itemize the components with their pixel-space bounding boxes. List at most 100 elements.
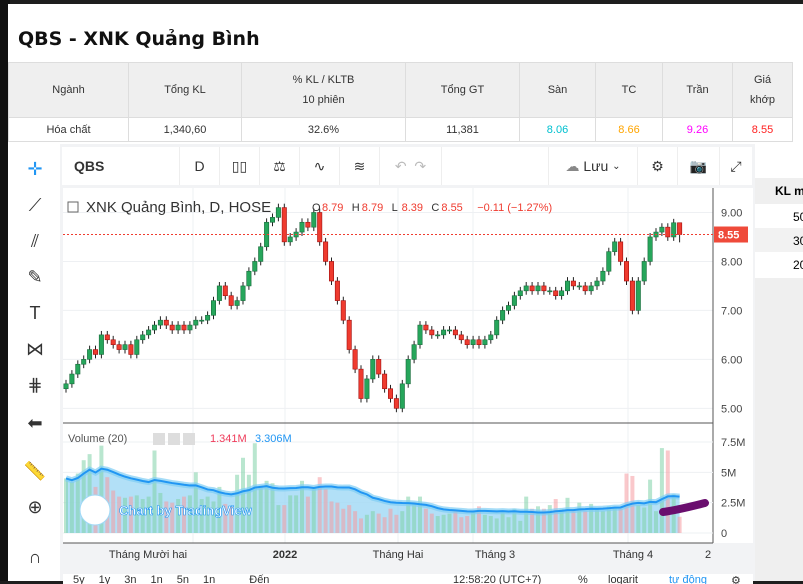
magnet-icon[interactable]: ∩: [28, 546, 42, 567]
templates-icon[interactable]: ≋: [340, 147, 380, 185]
header-tc: TC: [595, 62, 663, 118]
volume-bar: [589, 503, 594, 533]
volume-bar: [217, 486, 222, 533]
volume-bar: [111, 490, 116, 533]
undo-icon[interactable]: ↶: [394, 157, 407, 174]
brush-icon[interactable]: ✎: [27, 266, 43, 287]
candle: [228, 295, 234, 306]
percent-toggle[interactable]: %: [578, 574, 588, 584]
volume-legend-title: Volume (20): [68, 433, 127, 445]
candle: [187, 324, 193, 331]
volume-bar: [565, 497, 570, 533]
candle: [600, 270, 606, 282]
camera-icon[interactable]: 📷: [678, 147, 720, 185]
goto-button[interactable]: Đến: [249, 574, 270, 584]
ohlc-value: 8.79: [322, 202, 343, 214]
range-1d[interactable]: 1n: [203, 574, 216, 584]
trend-line-icon[interactable]: ⟋: [28, 194, 42, 215]
candle: [606, 251, 612, 272]
compare-icon[interactable]: ⚖: [260, 147, 300, 185]
candle: [494, 319, 500, 336]
chart-svg[interactable]: 9.00 8.00 7.00 6.00 5.00 7.5M 5M 2.5M 0 8.55 Tháng…: [63, 188, 753, 578]
cell-tong-kl: 1,340,60: [128, 117, 242, 142]
auto-toggle[interactable]: tự động: [669, 574, 707, 584]
volume-bar: [370, 511, 375, 533]
tradingview-logo: [79, 494, 111, 526]
candle: [122, 344, 128, 350]
candle: [75, 363, 81, 375]
settings-gear-icon[interactable]: ⚙: [731, 575, 741, 584]
prediction-icon[interactable]: ⋕: [27, 374, 43, 395]
candle: [505, 305, 511, 311]
header-pct-kl: % KL / KLTB 10 phiên: [241, 62, 406, 118]
candle: [541, 285, 547, 292]
kl-value-2: 30: [793, 234, 803, 248]
background-app-strip: [0, 0, 10, 581]
candle: [199, 319, 205, 322]
gear-icon[interactable]: ⚙: [638, 147, 678, 185]
volume-bar: [193, 472, 198, 533]
volume-bar: [229, 506, 234, 533]
volume-bar: [264, 480, 269, 533]
pattern-icon[interactable]: ⋈: [26, 338, 44, 359]
range-5n[interactable]: 5n: [176, 574, 189, 584]
indicators-icon[interactable]: ∿: [300, 147, 340, 185]
volume-bar: [288, 495, 293, 533]
ruler-icon[interactable]: 📏: [23, 460, 47, 481]
candle: [311, 212, 317, 228]
range-1y[interactable]: 1y: [98, 574, 111, 584]
back-arrow-icon[interactable]: ⬅: [27, 412, 43, 433]
volume-bar: [99, 445, 104, 533]
gear-icon: [168, 433, 180, 445]
range-3n[interactable]: 3n: [124, 574, 137, 584]
volume-bar: [170, 502, 175, 533]
volume-bar: [524, 496, 529, 533]
volume-bar: [659, 448, 664, 533]
header-tong-gt: Tổng GT: [405, 62, 520, 118]
volume-bar: [394, 514, 399, 533]
range-1n[interactable]: 1n: [150, 574, 163, 584]
zoom-in-icon[interactable]: ⊕: [27, 496, 43, 517]
price-tick-label: 8.00: [721, 256, 742, 268]
volume-bar: [559, 508, 564, 533]
header-nganh: Ngành: [8, 62, 129, 118]
fullscreen-icon[interactable]: ⤢: [730, 157, 742, 174]
volume-bar: [246, 474, 251, 533]
candle: [393, 398, 399, 409]
volume-bar: [376, 513, 381, 533]
volume-bar: [241, 457, 245, 533]
volume-bar: [441, 514, 446, 533]
candle: [570, 280, 576, 287]
interval-button[interactable]: D: [180, 147, 220, 185]
candle: [152, 324, 158, 331]
fib-icon[interactable]: ⫽: [30, 230, 40, 251]
range-5y[interactable]: 5y: [73, 574, 85, 584]
chart-bottom-toolbar: 5y 1y 3n 1n 5n 1n Đến 12:58:20 (UTC+7) %…: [63, 574, 753, 584]
candle: [334, 280, 340, 301]
candles-icon[interactable]: ▯▯: [220, 147, 260, 185]
log-toggle[interactable]: logarit: [608, 574, 638, 584]
symbol-button[interactable]: QBS: [62, 147, 180, 185]
volume-bar: [400, 511, 405, 533]
volume-bar: [606, 506, 611, 533]
volume-bar: [294, 495, 299, 533]
volume-bar: [612, 507, 617, 533]
crosshair-icon[interactable]: ✛: [27, 158, 43, 179]
candle: [405, 359, 411, 385]
candle: [340, 300, 346, 321]
candle: [317, 212, 323, 243]
volume-bar: [541, 508, 546, 533]
candle: [470, 339, 476, 345]
chart-pane[interactable]: 9.00 8.00 7.00 6.00 5.00 7.5M 5M 2.5M 0 8.55 Tháng…: [63, 188, 753, 561]
candle: [163, 319, 169, 326]
candle: [511, 295, 517, 306]
text-icon[interactable]: T: [29, 302, 41, 323]
chevron-down-icon: ⌄: [612, 160, 621, 172]
candle: [364, 378, 370, 399]
volume-bar: [158, 492, 163, 533]
save-button[interactable]: ☁ Lưu ⌄: [548, 147, 638, 185]
candle: [629, 280, 635, 311]
time-axis-label: Tháng Hai: [373, 549, 424, 561]
redo-icon[interactable]: ↷: [414, 157, 427, 174]
volume-bar: [642, 507, 647, 533]
